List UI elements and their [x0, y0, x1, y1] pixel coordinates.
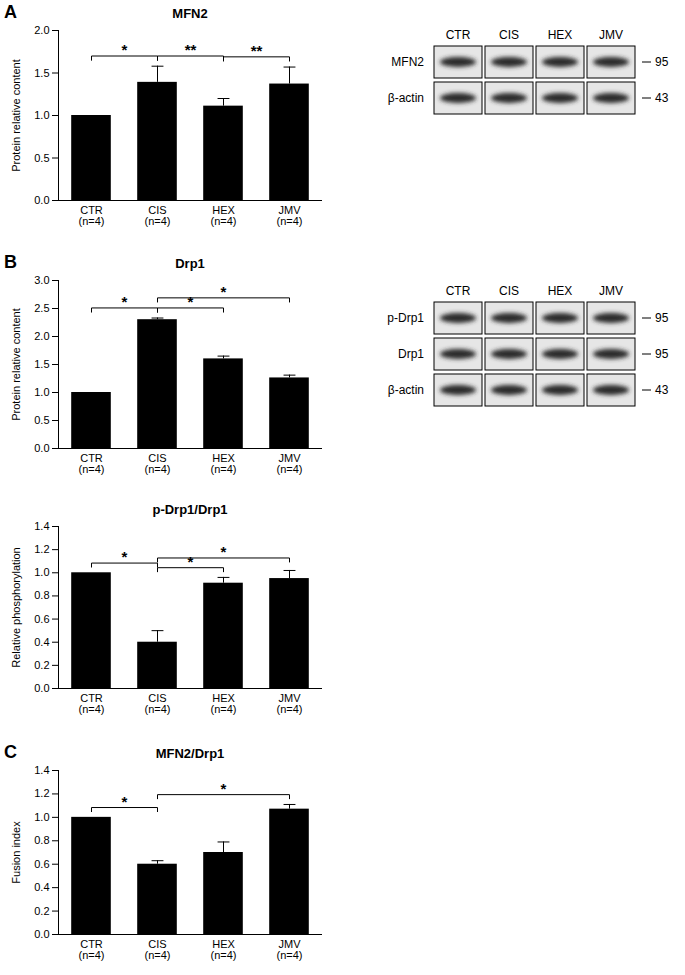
html-text:Drp1: Drp1 — [175, 256, 205, 271]
svg-text:*: * — [221, 780, 227, 797]
html-text:B: B — [4, 252, 17, 272]
svg-text:JMV(n=4): JMV(n=4) — [277, 938, 303, 961]
svg-text:0.0: 0.0 — [34, 682, 49, 694]
svg-text:Protein relative content: Protein relative content — [10, 308, 22, 421]
html-text:A: A — [4, 2, 17, 22]
svg-text:CIS(n=4): CIS(n=4) — [145, 692, 171, 715]
svg-text:CTR: CTR — [446, 284, 471, 298]
svg-text:1.0: 1.0 — [34, 109, 49, 121]
svg-text:Drp1: Drp1 — [398, 347, 424, 361]
svg-text:43: 43 — [655, 91, 669, 105]
svg-text:HEX(n=4): HEX(n=4) — [211, 452, 237, 475]
svg-text:95: 95 — [655, 55, 669, 69]
svg-text:CIS: CIS — [499, 284, 519, 298]
svg-text:JMV(n=4): JMV(n=4) — [277, 692, 303, 715]
svg-text:p-Drp1: p-Drp1 — [387, 311, 424, 325]
svg-text:1.0: 1.0 — [34, 566, 49, 578]
svg-text:*: * — [221, 283, 227, 300]
svg-text:CIS: CIS — [499, 28, 519, 42]
html-text:p-Drp1/Drp1: p-Drp1/Drp1 — [152, 502, 228, 517]
svg-text:0.2: 0.2 — [34, 659, 49, 671]
svg-text:MFN2: MFN2 — [391, 55, 424, 69]
svg-text:0.8: 0.8 — [34, 589, 49, 601]
svg-text:95: 95 — [655, 311, 669, 325]
svg-text:0.8: 0.8 — [34, 834, 49, 846]
svg-text:CIS(n=4): CIS(n=4) — [145, 204, 171, 227]
svg-text:1.2: 1.2 — [34, 787, 49, 799]
svg-text:HEX(n=4): HEX(n=4) — [211, 692, 237, 715]
svg-text:1.0: 1.0 — [34, 386, 49, 398]
svg-text:CTR(n=4): CTR(n=4) — [79, 204, 105, 227]
svg-text:1.0: 1.0 — [34, 811, 49, 823]
svg-text:*: * — [221, 543, 227, 560]
svg-text:Relative phosphorylation: Relative phosphorylation — [10, 547, 22, 667]
html-text:MFN2/Drp1: MFN2/Drp1 — [155, 746, 225, 761]
svg-text:CTR(n=4): CTR(n=4) — [79, 692, 105, 715]
svg-text:2.5: 2.5 — [34, 302, 49, 314]
svg-text:3.0: 3.0 — [34, 274, 49, 286]
svg-text:0.4: 0.4 — [34, 636, 49, 648]
svg-text:0.0: 0.0 — [34, 928, 49, 940]
svg-text:β-actin: β-actin — [388, 91, 424, 105]
html-text:MFN2: MFN2 — [172, 6, 208, 21]
svg-text:CTR(n=4): CTR(n=4) — [79, 452, 105, 475]
svg-text:HEX: HEX — [548, 28, 573, 42]
svg-text:1.2: 1.2 — [34, 543, 49, 555]
svg-text:Protein relative content: Protein relative content — [10, 59, 22, 172]
svg-text:HEX: HEX — [548, 284, 573, 298]
svg-text:*: * — [188, 553, 194, 570]
svg-text:0.5: 0.5 — [34, 414, 49, 426]
svg-text:95: 95 — [655, 347, 669, 361]
svg-text:0.6: 0.6 — [34, 613, 49, 625]
svg-text:CIS(n=4): CIS(n=4) — [145, 938, 171, 961]
svg-text:0.0: 0.0 — [34, 194, 49, 206]
svg-text:*: * — [122, 548, 128, 565]
svg-text:Fusion index: Fusion index — [10, 821, 22, 884]
svg-text:*: * — [122, 41, 128, 58]
svg-text:1.4: 1.4 — [34, 520, 49, 532]
svg-text:CTR(n=4): CTR(n=4) — [79, 938, 105, 961]
svg-text:43: 43 — [655, 383, 669, 397]
svg-text:CIS(n=4): CIS(n=4) — [145, 452, 171, 475]
svg-text:HEX(n=4): HEX(n=4) — [211, 938, 237, 961]
svg-text:**: ** — [251, 42, 263, 59]
svg-text:JMV(n=4): JMV(n=4) — [277, 204, 303, 227]
svg-text:2.0: 2.0 — [34, 330, 49, 342]
svg-text:0.5: 0.5 — [34, 152, 49, 164]
svg-text:0.4: 0.4 — [34, 881, 49, 893]
svg-text:CTR: CTR — [446, 28, 471, 42]
svg-text:*: * — [122, 293, 128, 310]
svg-text:0.2: 0.2 — [34, 905, 49, 917]
svg-text:1.5: 1.5 — [34, 67, 49, 79]
svg-text:0.6: 0.6 — [34, 858, 49, 870]
svg-text:β-actin: β-actin — [388, 383, 424, 397]
svg-text:JMV: JMV — [599, 28, 623, 42]
svg-text:1.4: 1.4 — [34, 764, 49, 776]
svg-text:JMV(n=4): JMV(n=4) — [277, 452, 303, 475]
svg-text:*: * — [188, 293, 194, 310]
html-text:C: C — [4, 742, 17, 762]
svg-text:2.0: 2.0 — [34, 24, 49, 36]
svg-text:1.5: 1.5 — [34, 358, 49, 370]
svg-text:**: ** — [185, 41, 197, 58]
svg-text:HEX(n=4): HEX(n=4) — [211, 204, 237, 227]
svg-text:0.0: 0.0 — [34, 442, 49, 454]
svg-text:*: * — [122, 793, 128, 810]
svg-text:JMV: JMV — [599, 284, 623, 298]
